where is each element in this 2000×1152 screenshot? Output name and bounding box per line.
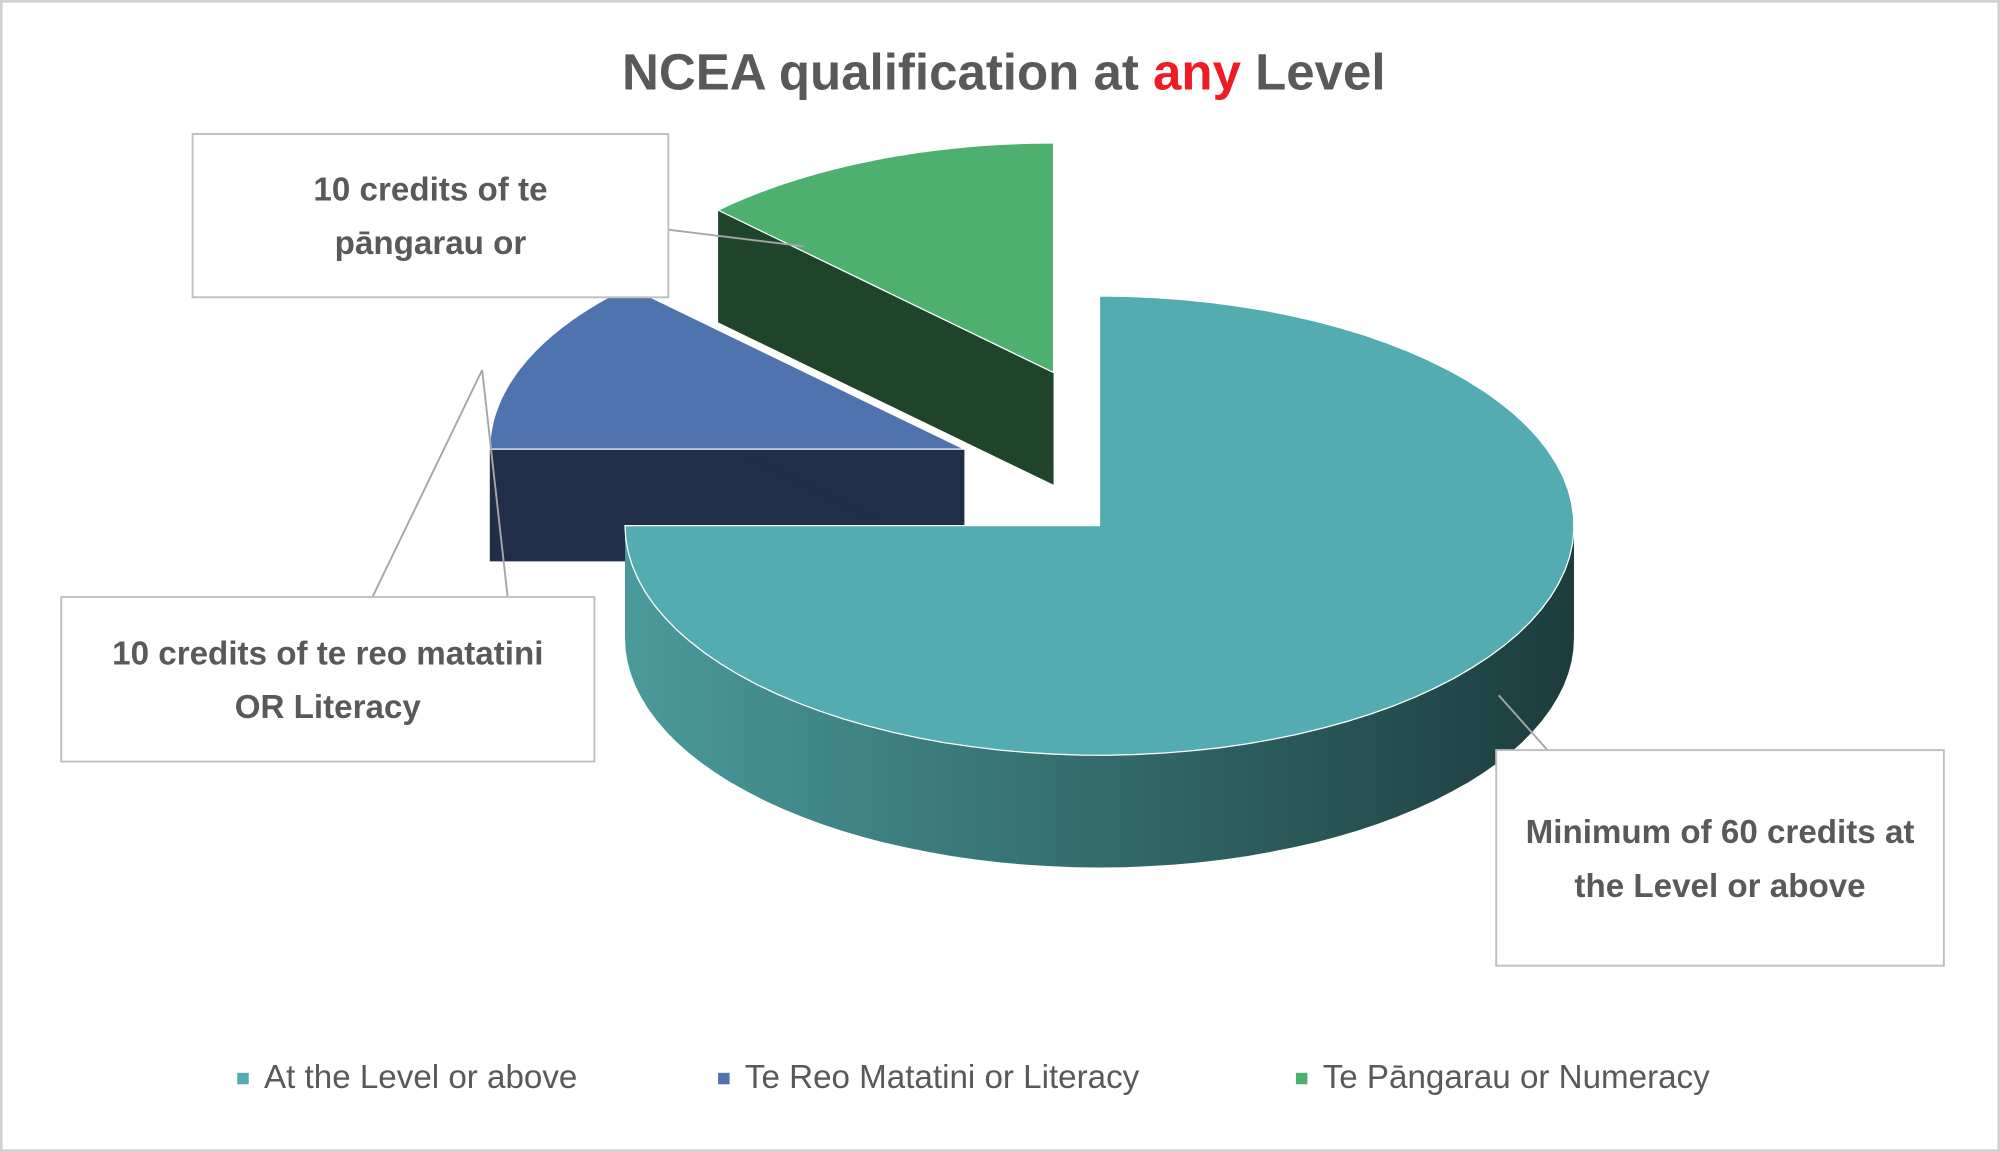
- leader-line: [481, 369, 509, 598]
- leader-line: [668, 228, 804, 248]
- data-label: Minimum of 60 credits at the Level or ab…: [1525, 811, 1915, 904]
- label-area: 10 credits of te pāngarau or: [193, 134, 669, 297]
- label-wrap: 10 credits of te pāngarau or: [193, 134, 669, 297]
- label-box: [1495, 749, 1945, 967]
- title-part: NCEA qualification at: [622, 44, 1139, 101]
- chart-title: NCEA qualification at any Level: [622, 44, 1386, 101]
- label-area: Minimum of 60 credits at the Level or ab…: [1496, 750, 1944, 966]
- slice: [624, 295, 1575, 756]
- slice: [716, 142, 1055, 374]
- data-label: 10 credits of te reo matatini OR Literac…: [112, 633, 544, 726]
- legend: At the Level or above Te Reo Matatini or …: [237, 1059, 1710, 1096]
- legend-swatch: [1295, 1072, 1308, 1085]
- data-labels: Minimum of 60 credits at the Level or ab…: [60, 133, 1945, 967]
- legend-swatch: [718, 1072, 730, 1085]
- label-area: 10 credits of te reo matatini OR Literac…: [61, 597, 594, 762]
- legend-label: Te Pāngarau or Numeracy: [1323, 1059, 1710, 1096]
- legend-label: Te Reo Matatini or Literacy: [745, 1059, 1140, 1096]
- pie: [489, 142, 1575, 868]
- label-wrap: Minimum of 60 credits at the Level or ab…: [1496, 750, 1944, 966]
- leader-line: [371, 369, 484, 598]
- legend-swatch: [237, 1072, 249, 1085]
- slice-side: [625, 525, 1574, 868]
- label-wrap: 10 credits of te reo matatini OR Literac…: [61, 597, 594, 762]
- slice: [489, 286, 965, 450]
- label-box: [191, 133, 670, 299]
- label-box: [60, 596, 596, 763]
- title-part: Level: [1255, 44, 1385, 101]
- data-label: 10 credits of te pāngarau or: [313, 169, 548, 262]
- slice-side: [718, 210, 1054, 485]
- legend-label: At the Level or above: [264, 1059, 577, 1096]
- title-part: any: [1153, 44, 1242, 101]
- leader-line: [1498, 694, 1551, 754]
